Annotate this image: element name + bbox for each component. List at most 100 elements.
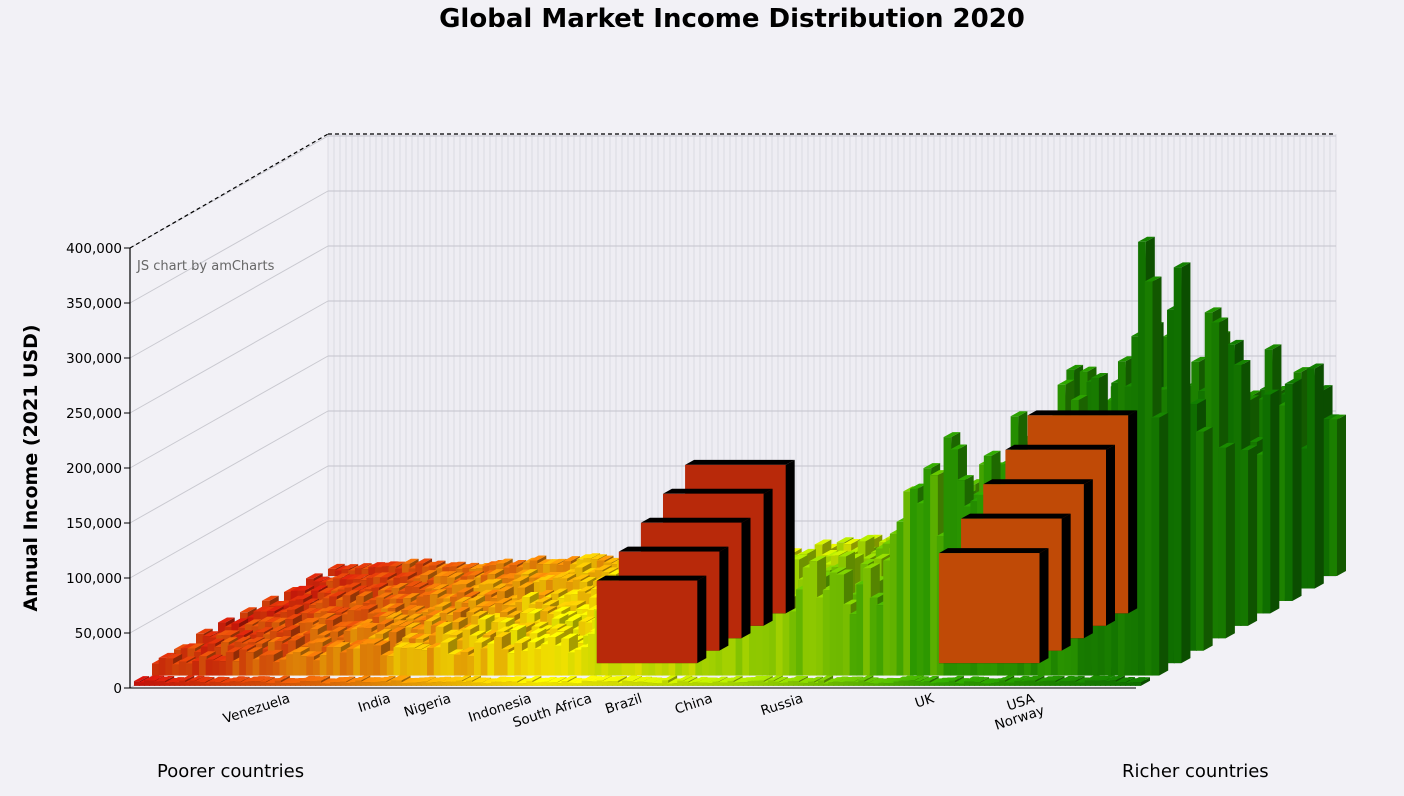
floor-bar-top [355, 675, 371, 681]
bar [371, 587, 380, 601]
bar-top [1218, 442, 1235, 448]
bar-top [535, 596, 553, 602]
floor-bar [979, 683, 986, 686]
bar-top [314, 637, 332, 643]
floor-bar [310, 681, 317, 686]
bar-top [353, 574, 370, 580]
bar-top [869, 592, 887, 598]
bar [930, 475, 938, 676]
y-tick-label: 250,000 [66, 406, 122, 422]
bar-top [354, 563, 372, 569]
bar-top [302, 598, 319, 604]
floor-bar-top [481, 678, 497, 684]
floor-bar [325, 683, 332, 686]
bar-top [471, 610, 488, 616]
floor-bar [159, 680, 166, 686]
floor-bar [943, 682, 950, 686]
floor-bar [355, 680, 362, 686]
floor-bar [923, 681, 930, 686]
floor-bar [672, 683, 679, 686]
floor-bar [345, 683, 352, 686]
floor-bar-top [320, 678, 336, 684]
y-axis-title: Annual Income (2021 USD) [20, 324, 42, 611]
bar [326, 581, 334, 589]
bar-top [325, 614, 343, 620]
bar [422, 566, 430, 576]
bar [749, 607, 757, 676]
bar [1278, 405, 1286, 601]
bar-top [379, 611, 396, 617]
floor-bar [315, 680, 322, 686]
floor-bar [933, 682, 940, 686]
bar-top [401, 604, 418, 610]
floor-bar [747, 680, 754, 686]
floor-bar [752, 680, 759, 686]
floor-bar [1129, 682, 1136, 686]
bar [218, 622, 226, 639]
floor-bar [989, 683, 996, 686]
bar-top [373, 572, 390, 578]
floor-bar-top [642, 677, 658, 683]
floor-bar [224, 682, 231, 686]
floor-bar [772, 681, 779, 686]
floor-bar [204, 683, 211, 686]
bar-top [836, 537, 854, 543]
bar-top [495, 597, 512, 603]
bar [440, 576, 449, 589]
bar-top [1117, 356, 1135, 362]
floor-bar-top [254, 676, 270, 682]
bar [509, 565, 518, 576]
bar [334, 570, 343, 576]
bar [413, 649, 422, 676]
bar [297, 590, 306, 601]
floor-bar [591, 681, 598, 686]
bar [755, 616, 764, 676]
bar-top [389, 593, 407, 599]
bar [451, 584, 460, 601]
bar [876, 605, 885, 676]
bar [775, 585, 784, 676]
bar-top [509, 625, 527, 631]
bar [317, 592, 326, 601]
floor-bar-top [692, 676, 708, 682]
floor-bar-top [551, 677, 567, 683]
floor-bar [626, 680, 633, 686]
bar [433, 647, 442, 676]
floor-bar-top [169, 677, 185, 683]
x-tick-label: Nigeria [402, 691, 453, 721]
floor-bars [133, 675, 1150, 686]
bar-top [247, 637, 265, 643]
bar-top [158, 652, 176, 658]
floor-bar [1094, 680, 1101, 686]
bar [178, 661, 187, 676]
bar [328, 568, 336, 576]
floor-bar-top [1134, 677, 1150, 683]
floor-bar [566, 682, 573, 686]
floor-bar [536, 682, 543, 686]
bar-top [202, 631, 220, 637]
bar [341, 569, 350, 576]
floor-bar-top [923, 676, 939, 682]
bar [185, 663, 194, 676]
bar [343, 631, 352, 651]
bar [359, 580, 368, 589]
bar [266, 654, 274, 676]
floor-bar-top [1049, 675, 1065, 681]
bar-top [404, 581, 422, 587]
bar-top [520, 569, 538, 575]
floor-bar [833, 681, 840, 686]
bar-top [842, 599, 860, 605]
bar-top [559, 573, 577, 579]
floor-bar-top [797, 677, 813, 683]
floor-bar-top [199, 677, 215, 683]
bar [306, 578, 314, 589]
floor-bar [621, 680, 628, 686]
floor-bar [370, 682, 377, 686]
bar [165, 658, 174, 676]
floor-bar [586, 681, 593, 686]
bar [1211, 322, 1220, 639]
floor-bar-top [365, 677, 381, 683]
bar [420, 575, 428, 589]
bar [552, 577, 561, 601]
bar-top [539, 574, 556, 580]
